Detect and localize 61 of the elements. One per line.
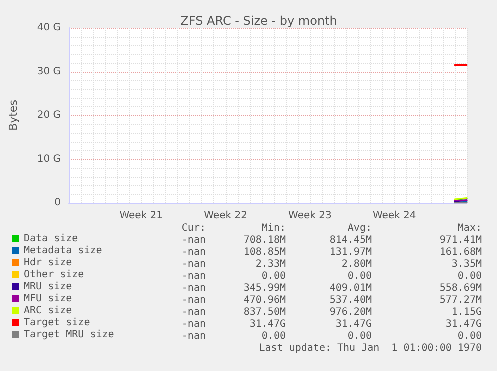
text: 108.85M: [244, 247, 286, 258]
text: 31.47G: [446, 319, 482, 330]
text: 558.69M: [440, 283, 482, 294]
text: Max:: [458, 223, 482, 234]
text: 708.18M: [244, 235, 286, 246]
text: 1.15G: [452, 307, 482, 318]
text: 161.68M: [440, 247, 482, 258]
text: 537.40M: [330, 295, 372, 306]
text: 837.50M: [244, 307, 286, 318]
legend-label: MRU size: [24, 282, 72, 292]
text: -nan: [182, 307, 206, 318]
text: 976.20M: [330, 307, 372, 318]
text: -nan: [182, 295, 206, 306]
text: Last update: Thu Jan 1 01:00:00 1970: [259, 343, 482, 354]
text: -nan: [182, 319, 206, 330]
text: 0.00: [458, 331, 482, 342]
y-tick-label: 30 G: [37, 66, 61, 78]
text: 470.96M: [244, 295, 286, 306]
y-tick-label: 0: [54, 198, 61, 208]
y-tick-label: 40 G: [37, 22, 61, 34]
legend-label: Target MRU size: [24, 330, 114, 340]
chart-title: ZFS ARC - Size - by month: [180, 14, 338, 28]
legend-label: Hdr size: [24, 258, 72, 268]
x-tick-label: Week 24: [372, 210, 416, 222]
text: 345.99M: [244, 283, 286, 294]
text: 409.01M: [330, 283, 372, 294]
text: Cur:: [182, 223, 206, 234]
text: 814.45M: [330, 235, 372, 246]
text: -nan: [182, 271, 206, 282]
text: 0.00: [262, 271, 286, 282]
text: 31.47G: [336, 319, 372, 330]
text: -nan: [182, 259, 206, 270]
x-tick-label: Week 22: [204, 210, 248, 222]
y-axis-title: Bytes: [7, 100, 20, 131]
text: 0.00: [348, 271, 372, 282]
text: 971.41M: [440, 235, 482, 246]
text: 0.00: [458, 271, 482, 282]
text: 0.00: [262, 331, 286, 342]
text: 0.00: [348, 331, 372, 342]
legend-label: ARC size: [24, 306, 72, 316]
legend-label: Metadata size: [24, 246, 102, 256]
y-tick-label: 10 G: [37, 154, 61, 165]
legend-label: Other size: [24, 270, 84, 280]
text: -nan: [182, 331, 206, 342]
text: 2.33M: [256, 259, 286, 270]
text: 131.97M: [330, 247, 372, 258]
text: 31.47G: [250, 319, 286, 330]
text: 577.27M: [440, 295, 482, 306]
text: Min:: [262, 223, 286, 234]
legend-label: Target size: [24, 318, 90, 328]
text: -nan: [182, 283, 206, 294]
x-tick-label: Week 21: [120, 210, 164, 222]
y-tick-label: 20 G: [37, 110, 61, 121]
text: 2.80M: [342, 259, 372, 270]
text: Avg:: [348, 223, 372, 234]
text: -nan: [182, 247, 206, 258]
text: 3.35M: [452, 259, 482, 270]
x-tick-label: Week 23: [288, 210, 332, 222]
legend-label: Data size: [24, 234, 78, 244]
text: -nan: [182, 235, 206, 246]
legend-label: MFU size: [24, 294, 72, 304]
